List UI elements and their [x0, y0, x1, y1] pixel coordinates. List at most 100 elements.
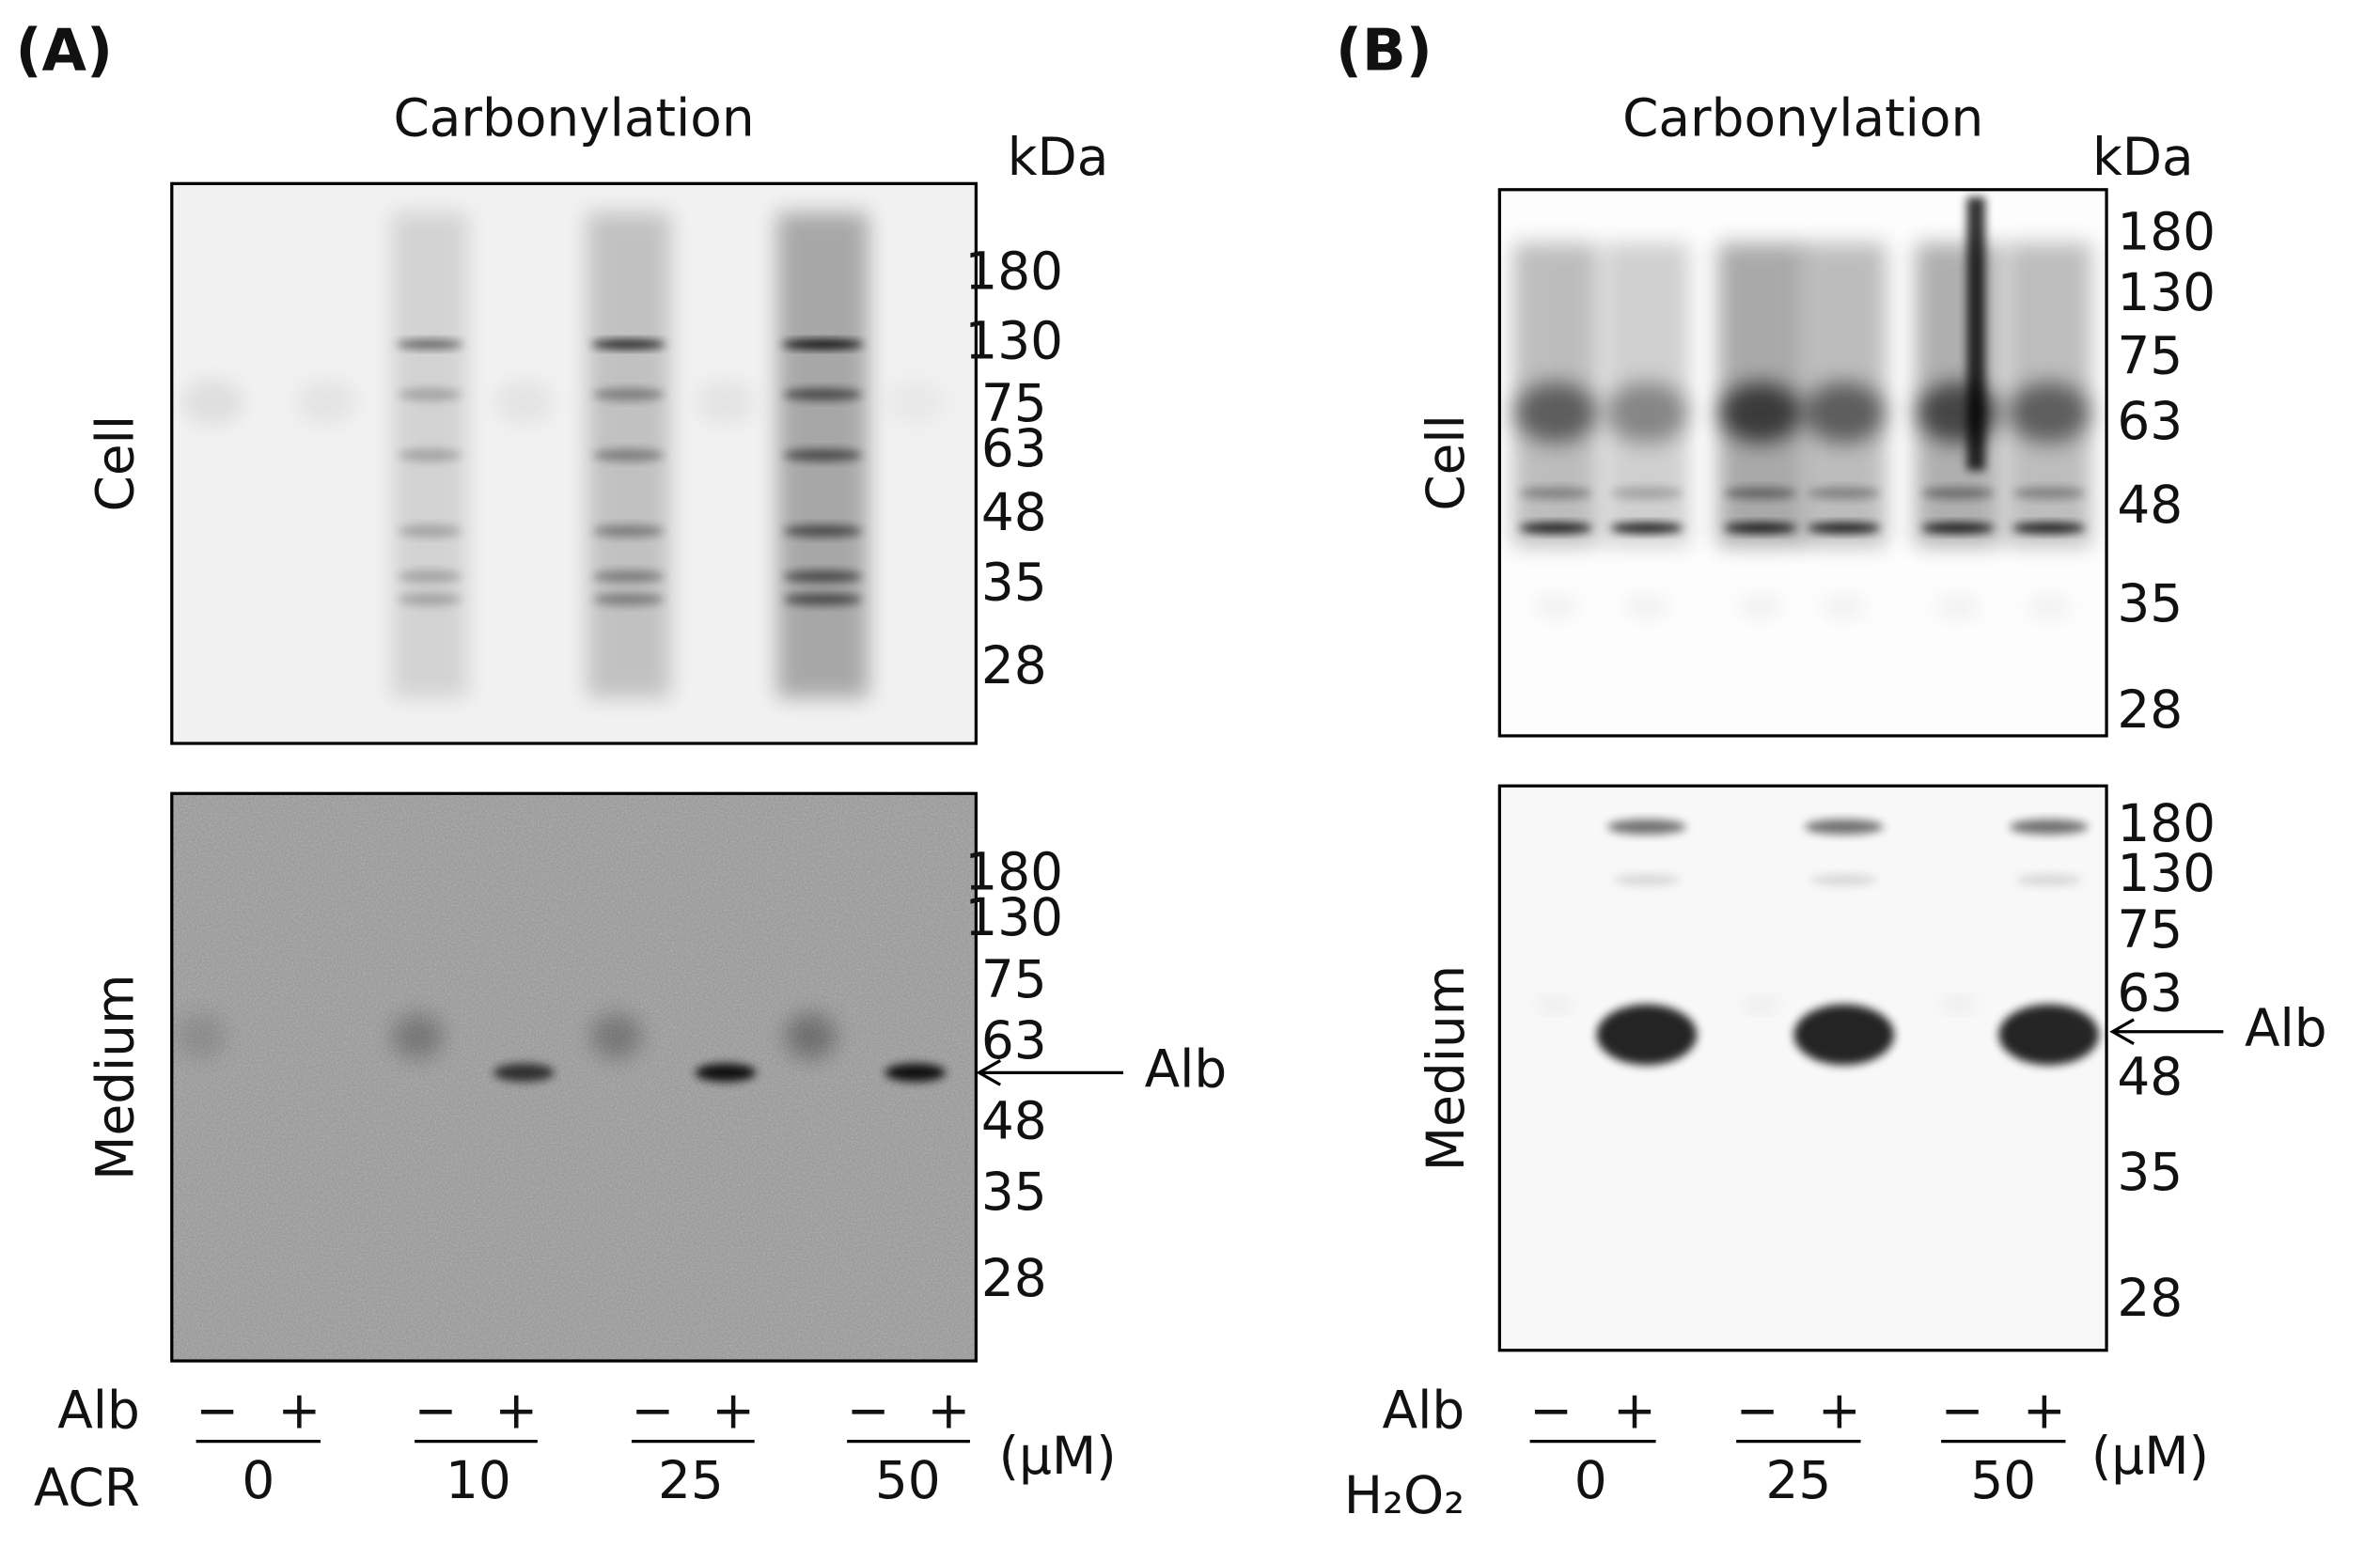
- marker-label: 35: [981, 552, 1047, 612]
- band: [1724, 487, 1797, 500]
- marker-label: 130: [964, 887, 1063, 947]
- band: [783, 524, 863, 538]
- blot-background: [1499, 786, 2107, 1351]
- marker-label: 130: [2117, 843, 2216, 903]
- band: [1623, 596, 1670, 618]
- band: [398, 388, 462, 401]
- band: [591, 339, 666, 350]
- band: [2015, 873, 2083, 886]
- kda-unit: kDa: [1008, 127, 1109, 187]
- blot-side-label: Cell: [1416, 414, 1476, 511]
- band: [1606, 819, 1686, 835]
- marker-label: 63: [2117, 963, 2183, 1023]
- sign: −: [1529, 1381, 1573, 1441]
- blot-frame: [1497, 188, 2108, 738]
- band: [1803, 382, 1886, 444]
- marker-label: 75: [981, 373, 1047, 433]
- band: [1810, 873, 1878, 886]
- blot-side-label: Medium: [1416, 965, 1476, 1171]
- arrow-head: [976, 1059, 1002, 1086]
- marker-label: 75: [2117, 899, 2183, 960]
- band: [1613, 873, 1681, 886]
- band: [781, 339, 864, 350]
- marker-label: 130: [964, 311, 1063, 371]
- marker-label: 75: [981, 949, 1047, 1009]
- band: [1793, 1004, 1895, 1066]
- dose: 0: [1574, 1450, 1607, 1510]
- blot-side-label: Medium: [85, 974, 145, 1179]
- dose: 25: [658, 1450, 724, 1510]
- arrow-head: [2109, 1018, 2135, 1046]
- blot-title: Carbonylation: [1622, 87, 1983, 148]
- marker-label: 180: [964, 241, 1063, 301]
- blot-frame: [170, 791, 978, 1363]
- sign: −: [632, 1381, 675, 1441]
- marker-label: 28: [2117, 1268, 2183, 1328]
- band: [398, 448, 462, 461]
- band: [1537, 998, 1574, 1011]
- band: [885, 1063, 947, 1083]
- row-label: Alb: [1383, 1381, 1465, 1441]
- band: [2009, 819, 2089, 835]
- marker-label: 28: [981, 1248, 1047, 1308]
- band: [1605, 382, 1688, 444]
- row-label: H₂O₂: [1344, 1465, 1464, 1525]
- streak: [1966, 196, 1985, 471]
- band: [783, 570, 863, 583]
- band: [1519, 487, 1592, 500]
- band: [1724, 523, 1797, 534]
- blot-image: [171, 183, 977, 744]
- sign: +: [927, 1381, 970, 1441]
- band: [2008, 382, 2090, 444]
- band: [296, 379, 357, 426]
- marker-label: 180: [2117, 793, 2216, 853]
- band: [175, 1013, 227, 1059]
- panel-label: (A): [16, 18, 114, 85]
- marker-label: 35: [2117, 1142, 2183, 1202]
- marker-label: 63: [2117, 391, 2183, 451]
- band: [783, 593, 863, 606]
- marker-label: 28: [2117, 679, 2183, 740]
- sign: −: [1736, 1381, 1779, 1441]
- band: [784, 1013, 837, 1059]
- dose-unit: (μM): [2091, 1426, 2209, 1486]
- blot-image: [1499, 786, 2107, 1351]
- marker-label: 63: [981, 418, 1047, 478]
- band: [1934, 596, 1981, 618]
- dose-unit: (μM): [999, 1426, 1117, 1486]
- band: [398, 570, 462, 583]
- blot-noise: [171, 793, 977, 1362]
- band: [493, 379, 555, 426]
- band: [592, 524, 665, 538]
- row-label: Alb: [57, 1381, 140, 1441]
- band: [1821, 596, 1867, 618]
- band: [1532, 596, 1579, 618]
- marker-label: 75: [2117, 326, 2183, 386]
- blot-title: Carbonylation: [394, 87, 755, 148]
- band: [1519, 523, 1592, 534]
- sign: −: [1941, 1381, 1984, 1441]
- marker-label: 28: [981, 635, 1047, 695]
- band: [1719, 382, 1802, 444]
- band: [1737, 596, 1784, 618]
- marker-label: 48: [981, 482, 1047, 542]
- dose: 0: [242, 1450, 274, 1510]
- band: [783, 448, 863, 461]
- band: [398, 593, 462, 606]
- band: [592, 388, 665, 401]
- marker-label: 180: [964, 842, 1063, 902]
- band: [592, 570, 665, 583]
- sign: +: [1818, 1381, 1861, 1441]
- sign: +: [1613, 1381, 1656, 1441]
- sign: −: [415, 1381, 458, 1441]
- band: [695, 1063, 757, 1083]
- arrow-label: Alb: [2245, 998, 2327, 1058]
- band: [396, 339, 463, 350]
- band: [493, 1063, 555, 1083]
- band: [590, 1013, 643, 1059]
- kda-unit: kDa: [2092, 127, 2194, 187]
- band: [592, 448, 665, 461]
- sign: +: [712, 1381, 755, 1441]
